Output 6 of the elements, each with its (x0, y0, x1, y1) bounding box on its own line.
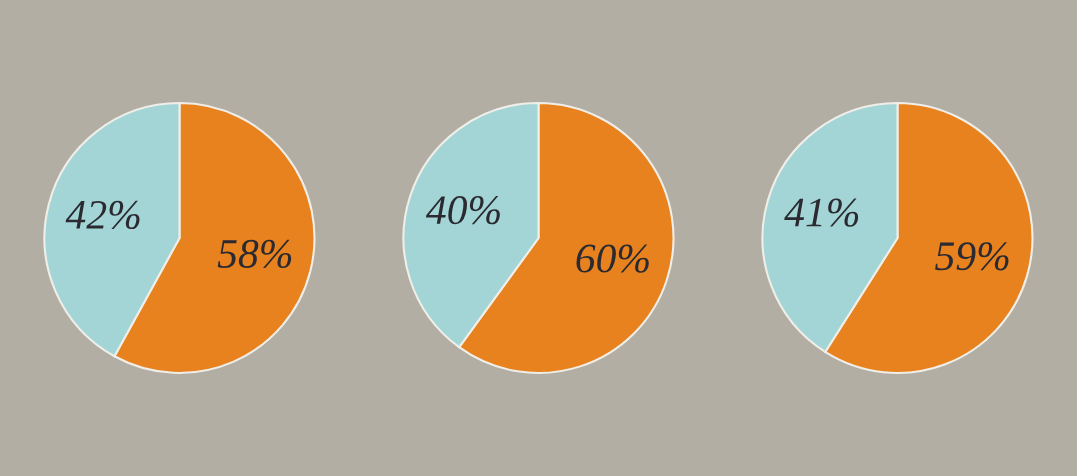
data-label: 41% (784, 198, 859, 227)
data-label: 40% (425, 196, 500, 225)
data-label: 59% (935, 242, 1009, 271)
data-label: 60% (576, 244, 649, 273)
data-label: 58% (217, 239, 292, 269)
data-label: 42% (65, 200, 140, 230)
